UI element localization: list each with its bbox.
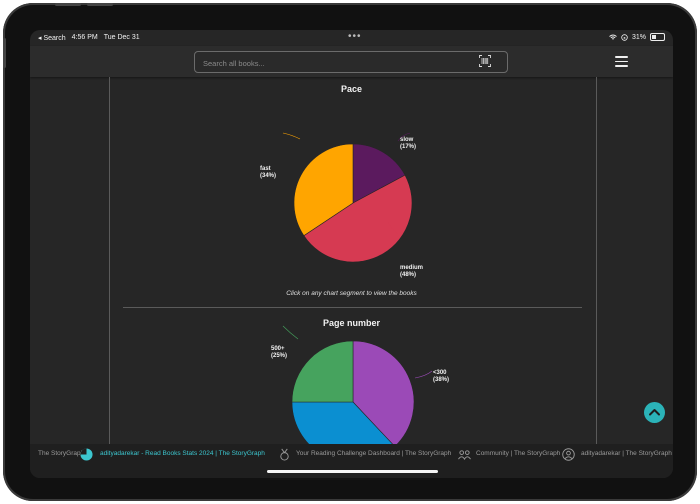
battery-percent: 31% (631, 33, 646, 41)
tab-community[interactable]: Community | The StoryGraph (476, 450, 561, 457)
page-number-pie (291, 340, 415, 447)
content-border-left (109, 77, 110, 447)
pie-slice-500-[interactable] (291, 340, 354, 403)
search-box (194, 51, 508, 73)
section-divider (123, 307, 582, 308)
page-number-chart-title: Page number (322, 318, 380, 328)
top-navbar (30, 46, 673, 77)
ipad-frame: ◂ Search 4:56 PM Tue Dec 31 ••• 31% (3, 3, 697, 501)
tab-reading-challenge[interactable]: Your Reading Challenge Dashboard | The S… (296, 450, 452, 457)
pie-charts-svg (282, 132, 433, 447)
scroll-to-top-button[interactable] (644, 402, 665, 423)
pie-slice-medium[interactable] (303, 174, 413, 263)
battery-icon (650, 33, 665, 41)
pie-slice-slow[interactable] (352, 143, 406, 204)
pages-under-300-label: <300 (38%) (433, 370, 450, 383)
community-icon (458, 450, 471, 461)
volume-button (55, 3, 81, 6)
stats-content: Pace fast (34%) slow (17%) medium (48% (30, 77, 673, 447)
pages-500-plus-label: 500+ (25%) (271, 346, 288, 359)
pace-medium-label: medium (48%) (400, 265, 424, 278)
barcode-scan-icon[interactable] (479, 55, 491, 67)
volume-button (87, 3, 113, 6)
tab-profile[interactable]: adityadarekar | The StoryGraph (581, 450, 672, 457)
profile-icon (562, 448, 575, 461)
screen: ◂ Search 4:56 PM Tue Dec 31 ••• 31% (30, 30, 673, 478)
pie-slice-fast[interactable] (293, 143, 354, 237)
medal-icon (280, 448, 289, 461)
back-to-search[interactable]: ◂ Search (38, 35, 66, 42)
content-border-right (596, 77, 597, 447)
power-button (3, 38, 6, 68)
pie-slice-300-499[interactable] (291, 401, 396, 447)
home-indicator (267, 470, 438, 473)
wifi-icon (609, 34, 617, 39)
pace-chart-title: Pace (340, 84, 363, 94)
storygraph-logo-icon (80, 448, 93, 461)
multitasking-dots-icon[interactable]: ••• (348, 31, 362, 42)
chevron-up-icon (649, 409, 660, 416)
search-input[interactable] (201, 55, 465, 71)
pie-slice--300[interactable] (352, 340, 415, 447)
chart-hint: Click on any chart segment to view the b… (286, 290, 417, 297)
pace-fast-label: fast (34%) (260, 166, 277, 179)
tab-read-books-stats[interactable]: adityadarekar - Read Books Stats 2024 | … (100, 450, 265, 457)
pace-leader-lines (282, 132, 433, 379)
hamburger-menu-icon[interactable] (615, 56, 628, 67)
orientation-lock-icon (621, 33, 628, 41)
status-bar: ◂ Search 4:56 PM Tue Dec 31 ••• 31% (30, 30, 673, 46)
pace-pie (293, 143, 413, 263)
pace-slow-label: slow (17%) (400, 137, 417, 150)
status-time: 4:56 PM (71, 34, 98, 41)
status-date: Tue Dec 31 (103, 34, 140, 41)
tab-storygraph[interactable]: The StoryGraph (38, 450, 85, 457)
